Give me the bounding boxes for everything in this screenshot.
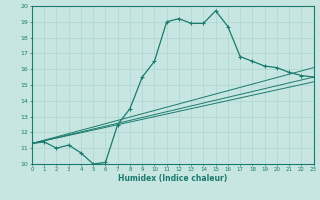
X-axis label: Humidex (Indice chaleur): Humidex (Indice chaleur) <box>118 174 228 183</box>
